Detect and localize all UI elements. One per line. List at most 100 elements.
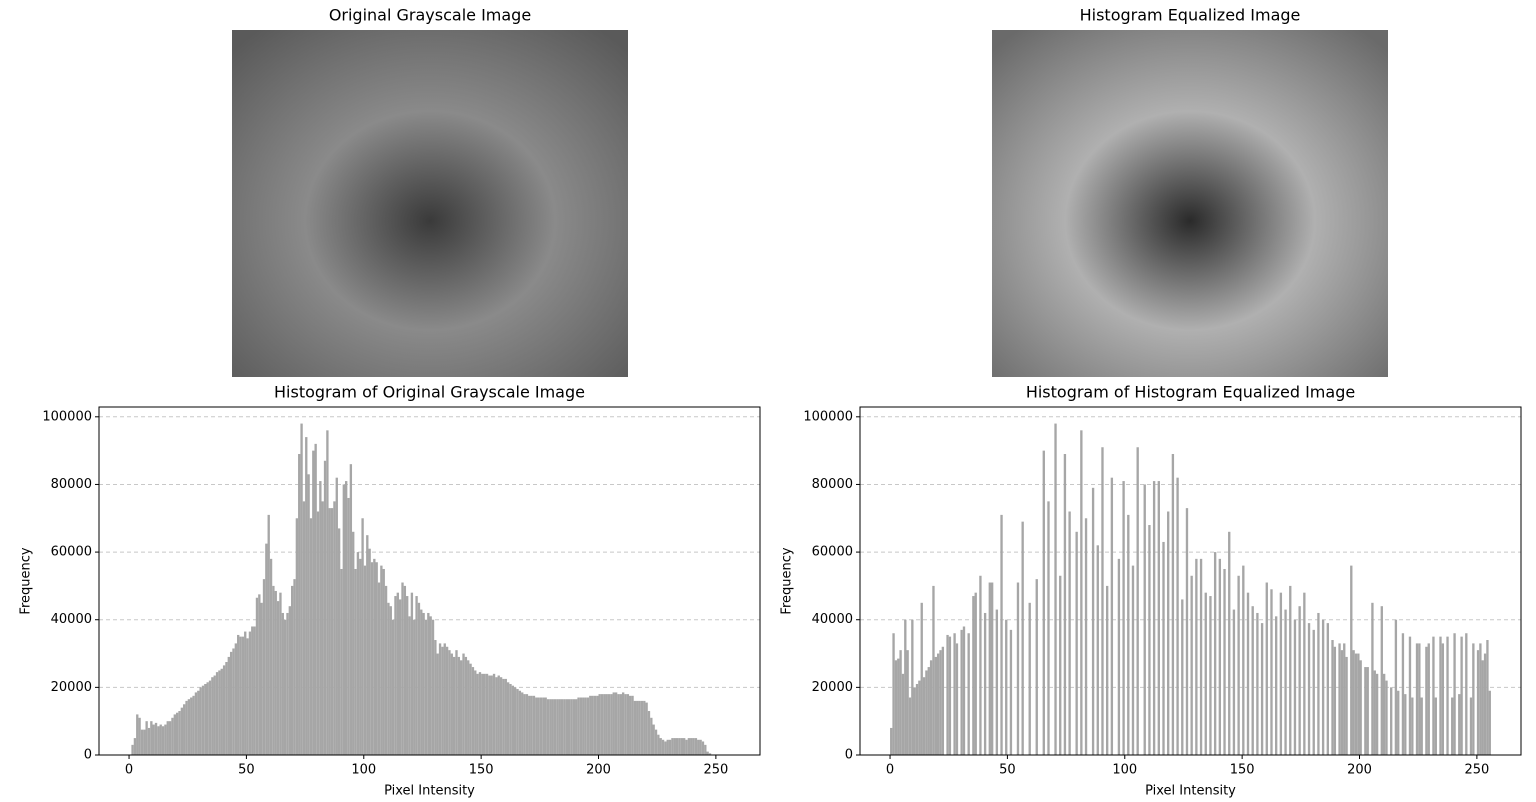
bar <box>927 667 930 755</box>
bar <box>1364 667 1367 755</box>
bar <box>1105 585 1109 755</box>
bar <box>1375 673 1379 755</box>
bar <box>946 634 949 755</box>
bar <box>640 700 644 755</box>
bar <box>1284 609 1287 755</box>
bar <box>671 738 674 755</box>
bar <box>328 508 331 755</box>
bar <box>537 697 540 755</box>
bar <box>1404 694 1407 755</box>
bar <box>255 597 259 755</box>
bar <box>258 594 261 755</box>
bar <box>232 648 235 755</box>
bar <box>380 565 383 755</box>
bar <box>218 670 221 755</box>
bar <box>990 582 994 755</box>
bar <box>1136 447 1139 755</box>
x-axis-label: Pixel Intensity <box>384 784 475 799</box>
bar <box>1481 660 1484 755</box>
bar <box>1021 521 1024 755</box>
y-tick-label: 100000 <box>42 409 92 424</box>
bar <box>932 585 935 755</box>
bar <box>434 640 437 755</box>
bar <box>532 695 536 755</box>
bar <box>225 661 228 755</box>
bar <box>983 612 987 755</box>
bar <box>1401 633 1405 755</box>
bar <box>474 670 477 755</box>
image-title: Original Grayscale Image <box>329 6 531 25</box>
bar <box>586 697 590 755</box>
bar <box>131 744 134 755</box>
bar <box>1195 558 1198 755</box>
bar <box>455 650 458 755</box>
bar <box>979 575 982 755</box>
bar <box>335 477 338 755</box>
bar <box>1167 511 1170 755</box>
bar <box>1251 606 1254 755</box>
bar <box>612 692 615 755</box>
bar <box>157 726 160 755</box>
bar <box>197 690 200 755</box>
bar <box>450 653 453 755</box>
bar <box>633 700 637 755</box>
bar <box>589 695 592 755</box>
bar <box>941 646 945 755</box>
bar <box>523 694 526 755</box>
x-tick-label: 100 <box>351 763 376 778</box>
bar <box>154 722 158 755</box>
bar <box>697 739 700 755</box>
bar <box>1042 450 1045 755</box>
bar <box>281 612 284 755</box>
bar <box>1479 643 1482 755</box>
bar <box>293 579 296 755</box>
bar <box>175 712 179 755</box>
bar <box>443 643 446 755</box>
bar <box>234 643 238 755</box>
bar <box>199 687 202 755</box>
bar <box>617 694 620 755</box>
bar <box>659 738 662 755</box>
bar <box>326 430 329 755</box>
bar <box>359 558 362 755</box>
bar <box>368 548 371 755</box>
bar <box>584 697 587 755</box>
chart-title: Histogram of Histogram Equalized Image <box>1026 383 1355 402</box>
bar <box>598 694 601 755</box>
bar <box>1425 646 1428 755</box>
bar <box>890 727 893 755</box>
bar <box>201 685 205 755</box>
bar <box>1059 575 1062 755</box>
bar <box>478 672 482 755</box>
bar <box>312 450 315 755</box>
bar <box>1326 623 1329 755</box>
bar <box>1213 552 1217 755</box>
bar <box>408 616 411 755</box>
bar <box>626 694 630 755</box>
bar <box>398 599 402 755</box>
bar <box>558 699 561 755</box>
bar <box>1080 430 1083 755</box>
bar <box>166 721 169 755</box>
y-tick-label: 40000 <box>812 612 853 627</box>
bar <box>319 481 322 755</box>
bar <box>1345 656 1348 755</box>
bar <box>187 699 191 755</box>
bar <box>377 582 381 755</box>
bar <box>178 711 181 755</box>
bar <box>406 596 409 755</box>
bar <box>136 714 139 755</box>
bar <box>340 568 343 755</box>
bar <box>582 697 585 755</box>
bar <box>1352 650 1355 755</box>
bar <box>342 484 345 755</box>
bar <box>1199 558 1203 755</box>
bar <box>1385 680 1388 755</box>
bar <box>1171 454 1175 755</box>
y-tick-label: 20000 <box>51 680 92 695</box>
bar <box>1453 633 1456 755</box>
bar <box>194 692 198 755</box>
bar <box>323 460 327 755</box>
bar <box>514 687 517 755</box>
